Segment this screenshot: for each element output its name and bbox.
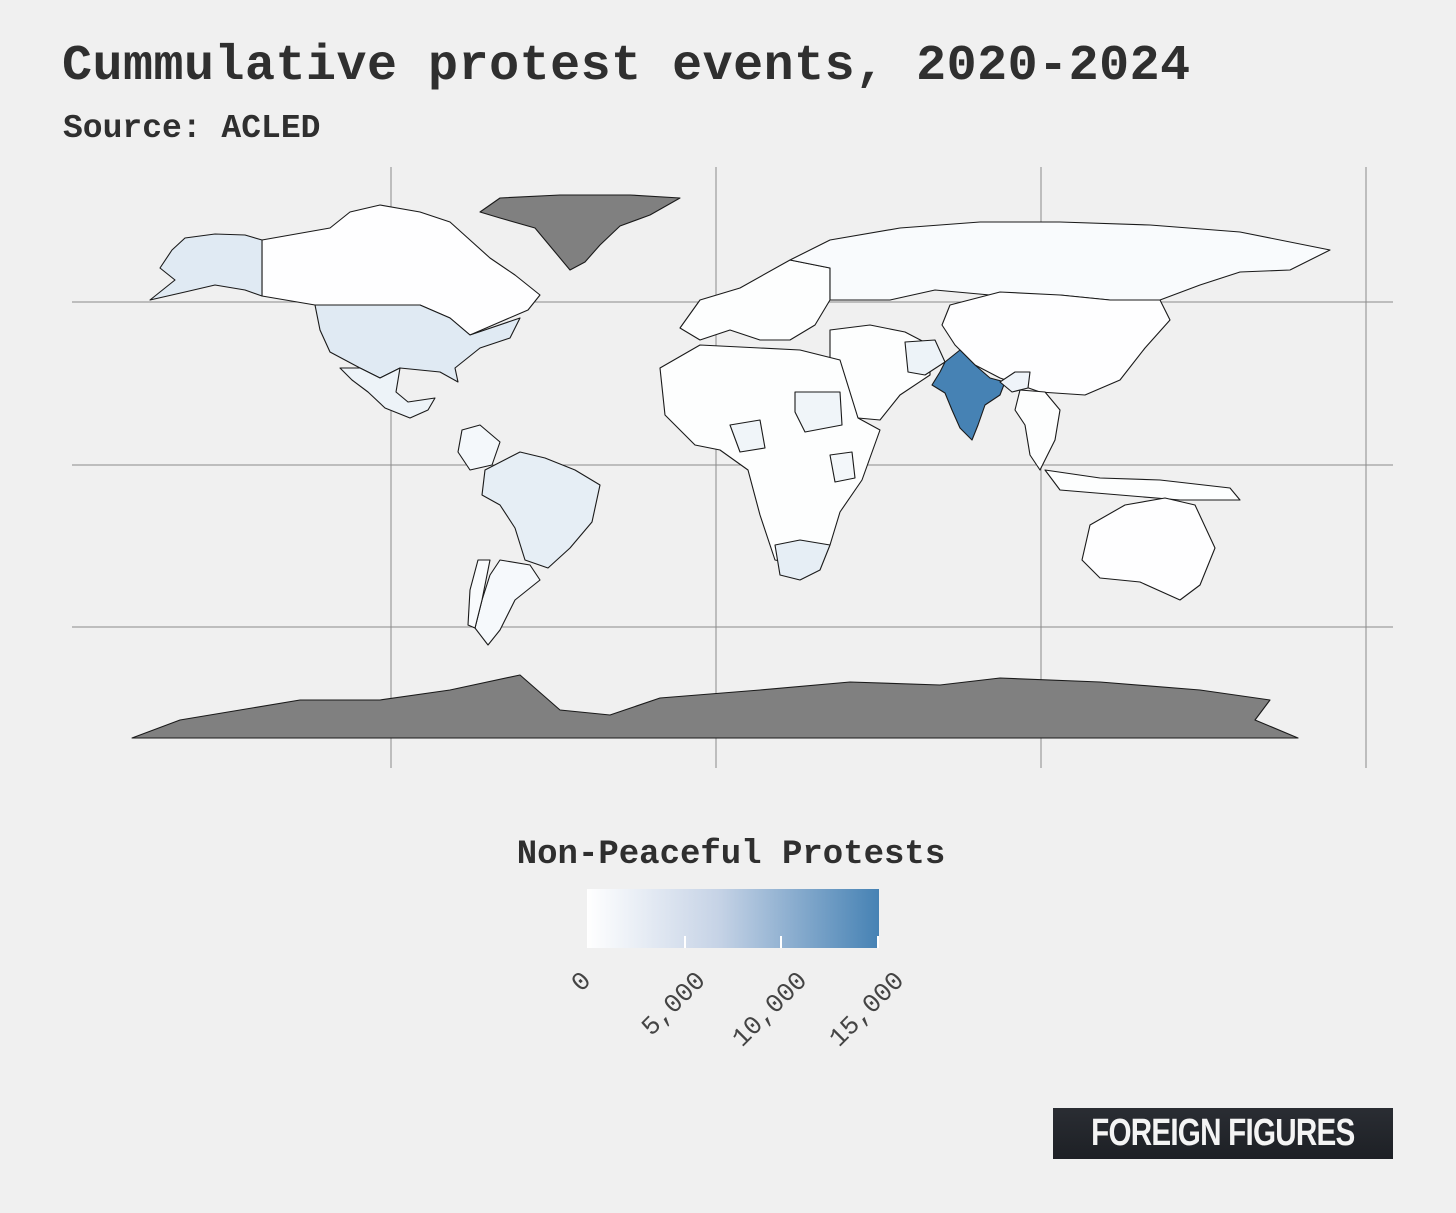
legend-tick-mark [780,936,783,948]
legend-title: Non-Peaceful Protests [516,836,946,874]
region-australia [1081,497,1216,601]
region-india [931,349,1006,441]
region-sudan [794,391,843,433]
legend-tick-label: 10,000 [726,966,814,1054]
legend-tick-mark [877,936,879,948]
region-southeast-asia [1014,389,1061,471]
legend-colorbar [587,889,879,948]
legend-tick-label: 5,000 [636,966,713,1043]
region-greenland [479,194,681,271]
region-bangladesh [999,371,1031,393]
region-mexico [339,367,436,419]
chart-subtitle: Source: ACLED [63,110,321,147]
region-europe [679,259,831,341]
region-alaska [149,233,263,301]
chart-title: Cummulative protest events, 2020-2024 [62,38,1191,95]
region-pakistan [904,339,946,376]
region-united-states [314,304,521,383]
region-russia [789,221,1331,301]
region-indonesia [1044,469,1241,501]
legend-tick-label: 0 [565,966,598,999]
region-nigeria [729,419,766,453]
region-colombia [457,424,501,471]
brand-logo: FOREIGN FIGURES [1053,1108,1393,1159]
map-regions [131,194,1331,739]
legend-tick-mark [683,936,686,948]
region-chile [467,559,491,629]
region-kenya [829,451,856,483]
world-map [72,167,1393,768]
region-south-africa [774,539,831,581]
legend-tick-label: 15,000 [823,966,911,1054]
region-antarctica [131,674,1299,739]
region-brazil [481,451,601,569]
brand-logo-text: FOREIGN FIGURES [1091,1112,1355,1154]
region-argentina [474,559,541,646]
